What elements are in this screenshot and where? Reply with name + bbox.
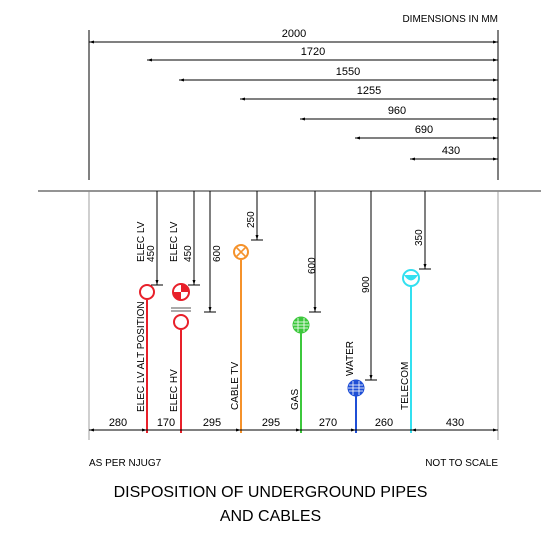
bottom-dim-label-260: 260 <box>375 417 393 429</box>
diagram-title-line-2: AND CABLES <box>219 508 322 525</box>
top-dim-label-1720: 1720 <box>301 46 325 58</box>
scale-note: NOT TO SCALE <box>425 458 498 469</box>
elec-lv-alt-symbol <box>139 284 155 300</box>
bottom-dim-label-295b: 295 <box>262 417 280 429</box>
top-dim-label-1255: 1255 <box>357 85 381 97</box>
units-note: DIMENSIONS IN MM <box>402 14 498 25</box>
elec-lv-alt-top-label: ELEC LV <box>136 221 147 262</box>
top-dimensions: 2000 1720 1550 1255 960 690 430 <box>89 28 498 161</box>
bottom-dim-label-170: 170 <box>157 417 175 429</box>
bottom-dim-label-430: 430 <box>446 417 464 429</box>
top-dim-label-1550: 1550 <box>336 66 360 78</box>
water-label: WATER <box>345 341 356 376</box>
depth-label-elec-hv: 600 <box>212 245 223 262</box>
gas-label: GAS <box>290 389 301 410</box>
depth-dimensions: 450 450 600 250 600 900 350 <box>146 191 431 381</box>
elec-lv-symbol <box>172 283 190 301</box>
diagram-title-line-1: DISPOSITION OF UNDERGROUND PIPES <box>113 484 428 501</box>
services: ELEC LV ALT POSITION ELEC HV ELEC LV ELE… <box>136 221 420 433</box>
telecom-symbol <box>402 269 420 287</box>
top-dim-label-2000: 2000 <box>282 28 306 40</box>
water-symbol <box>347 379 365 397</box>
bottom-dim-label-295a: 295 <box>203 417 221 429</box>
top-dim-label-690: 690 <box>415 124 433 136</box>
cable-tv-label: CABLE TV <box>230 362 241 410</box>
elec-hv-label: ELEC HV <box>169 369 180 412</box>
depth-label-cable-tv: 250 <box>246 211 257 228</box>
gas-symbol <box>292 316 310 334</box>
elec-hv-symbol <box>173 314 189 330</box>
depth-label-elec-lv-alt: 450 <box>146 245 157 262</box>
top-dim-label-430: 430 <box>442 145 460 157</box>
top-dim-label-960: 960 <box>388 105 406 117</box>
standard-note: AS PER NJUG7 <box>89 458 162 469</box>
bottom-dim-label-280: 280 <box>109 417 127 429</box>
bottom-dim-label-270: 270 <box>319 417 337 429</box>
elec-lv-alt-label: ELEC LV ALT POSITION <box>136 301 147 412</box>
depth-label-water: 900 <box>361 276 372 293</box>
depth-label-telecom: 350 <box>414 229 425 246</box>
cable-tv-symbol <box>233 244 249 260</box>
bottom-dimensions: 280 170 295 295 270 260 430 <box>89 417 498 432</box>
depth-label-gas: 600 <box>307 257 318 274</box>
telecom-label: TELECOM <box>400 362 411 410</box>
elec-lv-label: ELEC LV <box>169 221 180 262</box>
depth-label-elec-lv: 450 <box>183 245 194 262</box>
